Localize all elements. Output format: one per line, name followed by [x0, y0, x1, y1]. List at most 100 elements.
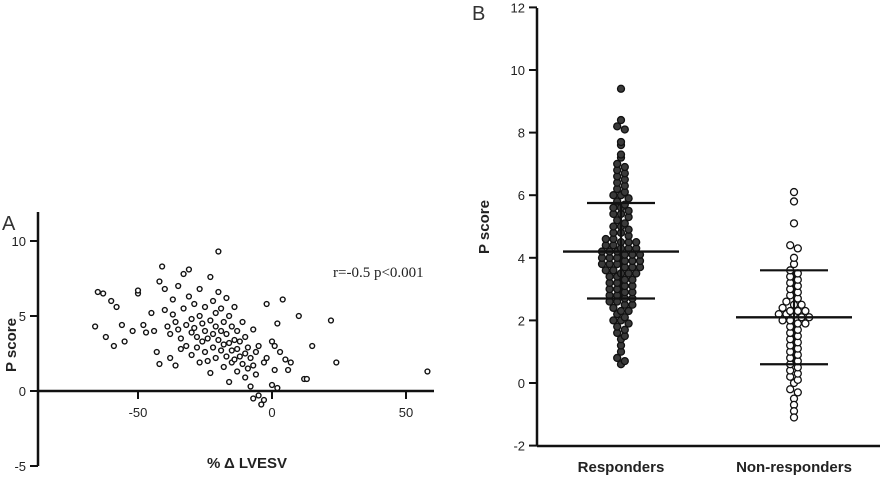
panel-a-data-point [217, 347, 225, 354]
panel-b-data-point [789, 187, 799, 197]
panel-b-data-point [789, 197, 799, 206]
panel-b-y-ticks: -2 0 2 4 6 8 10 12 [511, 0, 537, 454]
panel-a-data-point [161, 306, 168, 314]
panel-a-data-point [242, 333, 249, 341]
panel-a-data-point [282, 356, 289, 363]
panel-a-data-point [217, 327, 225, 335]
panel-a-data-point [250, 362, 257, 369]
panel-a-data-point [284, 366, 292, 374]
panel-a-label: A [2, 213, 16, 235]
panel-b-data-point [613, 159, 622, 169]
panel-a-data-point [180, 305, 187, 312]
panel-a-data-point [207, 369, 214, 377]
panel-a-data-point [244, 365, 251, 372]
panel-a-data-point [239, 360, 246, 368]
panel-a-data-point [247, 383, 254, 390]
panel-a-data-point [188, 329, 195, 336]
panel-a-data-point [236, 338, 243, 345]
panel-a-correlation-annotation: r=-0.5 p<0.001 [333, 265, 424, 281]
panel-a-data-point [215, 288, 222, 296]
panel-a-data-point [244, 344, 251, 351]
panel-b-data-point [616, 137, 626, 147]
panel-a-data-point [156, 360, 163, 368]
panel-b-data-point [613, 353, 622, 363]
panel-a-data-point [209, 344, 217, 351]
panel-b-y-tick-label: 2 [518, 313, 525, 328]
panel-a-data-point [191, 300, 198, 308]
panel-a-data-point [215, 336, 222, 344]
panel-b-data-point [789, 413, 799, 422]
panel-a-y-ticks: -5 0 5 10 [12, 234, 38, 474]
panel-b-data-point [616, 115, 626, 125]
panel-a-data-point [303, 375, 310, 383]
panel-a-data-point [191, 324, 198, 332]
panel-b-y-tick-label: -2 [513, 439, 525, 454]
panel-a-x-tick-label: -50 [129, 405, 148, 420]
panel-a-data-point [188, 351, 195, 359]
panel-b-data-point [801, 319, 810, 328]
panel-a-data-point [287, 359, 294, 366]
panel-a-data-point [148, 309, 155, 317]
panel-a-data-point [94, 288, 101, 296]
panel-a-data-point [247, 354, 254, 362]
panel-a-data-point [180, 270, 187, 278]
panel-a-data-point [215, 248, 222, 255]
panel-b-data-point [620, 325, 629, 334]
panel-b-data-point [624, 306, 633, 316]
panel-a-data-point [255, 342, 262, 350]
panel-a-data-point [164, 323, 171, 330]
panel-a-data-point [260, 396, 268, 404]
panel-a-data-point [234, 368, 241, 375]
panel-b-data-point [613, 322, 622, 331]
panel-a-data-point [150, 327, 158, 335]
panel-a-data-point [102, 333, 109, 341]
panel-a-data-point [196, 285, 203, 293]
panel-a-data-point [250, 326, 257, 333]
panel-b-category-responders: Responders [578, 459, 665, 476]
panel-b-data-point [632, 237, 641, 247]
panel-a-data-point [196, 359, 203, 366]
panel-a-data-point [110, 342, 117, 350]
panel-b-data-point [620, 356, 629, 366]
panel-b-data-point [620, 125, 629, 134]
panel-b-data-point [782, 297, 791, 306]
panel-a-x-tick-label: 50 [399, 405, 413, 420]
panel-a-data-point [252, 348, 260, 356]
panel-a-data-point [268, 338, 276, 345]
panel-a-data-point [134, 287, 142, 294]
panel-a-data-point [263, 354, 270, 362]
panel-a-data-point [220, 363, 227, 371]
panel-a-data-point [193, 333, 201, 341]
panel-b-points [597, 84, 814, 422]
panel-a-data-point [226, 312, 233, 320]
panel-a-data-point [242, 374, 249, 381]
panel-a-data-point [209, 330, 217, 338]
panel-a-data-point [161, 285, 168, 293]
panel-a-data-point [252, 371, 260, 378]
panel-a-data-point [239, 318, 246, 326]
panel-b-y-tick-label: 8 [518, 126, 525, 141]
panel-a-data-point [223, 294, 230, 302]
panel-a-data-point [177, 345, 184, 353]
panel-a-data-point [207, 273, 214, 281]
panel-a-data-point [226, 339, 233, 347]
panel-a-data-point [113, 303, 120, 311]
panel-a-x-label: % Δ LVESV [207, 455, 287, 472]
panel-a-data-point [156, 278, 163, 285]
panel-a-data-point [231, 336, 238, 344]
panel-a-data-point [175, 282, 182, 290]
panel-a-data-point [140, 321, 147, 329]
panel-a-data-point [217, 305, 225, 312]
panel-b-data-point [620, 162, 629, 172]
panel-a-data-point [172, 318, 179, 326]
panel-a-data-point [196, 312, 203, 320]
panel-a-data-point [169, 311, 176, 318]
panel-a-data-point [226, 378, 233, 386]
panel-b-data-point [613, 122, 622, 131]
panel-a-data-point [175, 326, 182, 333]
panel-b-y-tick-label: 0 [518, 376, 525, 391]
panel-b-y-tick-label: 4 [518, 251, 525, 266]
panel-b-dotplot: B -2 0 2 4 6 8 10 12 P score Responders Non-res… [472, 0, 880, 476]
panel-b-data-point [624, 206, 633, 216]
